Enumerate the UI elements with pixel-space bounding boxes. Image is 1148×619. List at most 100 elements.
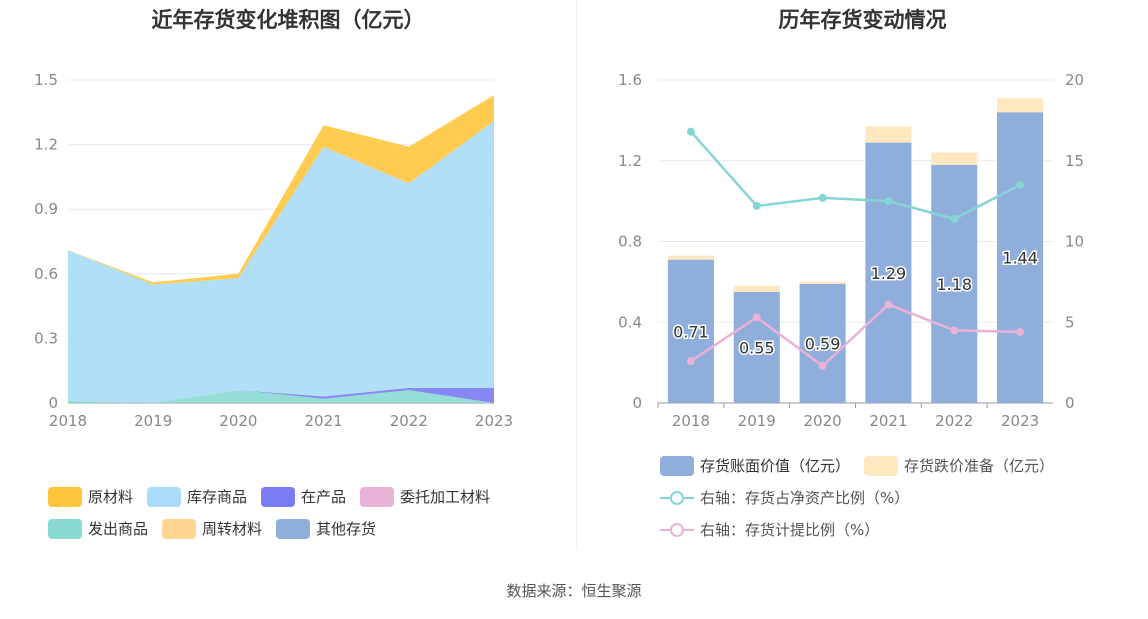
y2-tick-label: 0 [1065,394,1075,412]
legend-item[interactable]: 库存商品 [147,486,247,507]
series-line [689,130,1021,221]
line-point [818,193,827,202]
y-tick-label: 0.3 [34,329,58,347]
legend-item[interactable]: 存货账面价值（亿元） [660,455,850,476]
legend-label: 周转材料 [202,520,263,538]
x-tick-label: 2022 [390,412,428,430]
bar-book-value [997,112,1044,404]
x-tick-label: 2019 [738,412,776,430]
stacked-area-chart: 0 0.3 0.6 0.9 1.2 1.5 2018 2019 2020 2021 2022 2023 [34,71,513,430]
right-chart-panel: 历年存货变动情况 0 0.4 0.8 1.2 1.6 0 5 10 15 20 2018 2019 20… [577,0,1148,560]
line-point [752,201,761,210]
line-point [950,214,959,223]
x-tick-label: 2018 [49,412,87,430]
legend-item[interactable]: 右轴：存货占净资产比例（%） [660,487,909,508]
y-tick-label: 0.4 [618,313,642,331]
legend-swatch [276,518,311,539]
bar-book-value [865,142,912,404]
left-chart-title: 近年存货变化堆积图（亿元） [151,8,425,32]
left-legend-row-1: 原材料 库存商品 在产品 委托加工材料 [48,486,504,507]
line-point [1016,327,1025,336]
legend-swatch [660,488,694,508]
x-tick-label: 2021 [869,412,907,430]
line-point [686,127,695,136]
legend-swatch [48,518,82,539]
y-tick-label: 0.9 [34,200,58,218]
legend-label: 委托加工材料 [400,488,491,506]
y2-tick-label: 15 [1065,152,1084,170]
y-tick-label: 0.6 [34,265,58,283]
area-series [68,387,494,403]
y-tick-label: 1.2 [618,152,642,170]
x-tick-label: 2023 [1001,412,1039,430]
line-point [1016,180,1025,189]
bar-data-label: 0.55 [739,338,775,357]
y-tick-label: 0 [48,394,58,412]
data-source-note: 数据来源：恒生聚源 [506,582,642,600]
left-chart-panel: 近年存货变化堆积图（亿元） 0 0.3 0.6 0.9 1.2 1.5 2018 2019 20… [0,0,576,560]
bar-data-label: 1.44 [1002,249,1038,268]
x-tick-label: 2021 [305,412,343,430]
y-tick-label: 1.6 [618,71,642,89]
right-chart-title: 历年存货变动情况 [778,8,947,32]
x-tick-label: 2020 [803,412,841,430]
bar-impairment [667,255,714,260]
area-series [68,120,494,403]
x-tick-label: 2020 [219,412,257,430]
y2-tick-label: 20 [1065,71,1084,89]
bar-book-value [799,283,846,403]
legend-swatch [660,455,694,476]
y2-tick-label: 10 [1065,233,1084,251]
legend-item[interactable]: 右轴：存货计提比例（%） [660,519,879,540]
bar-data-label: 0.71 [673,322,709,341]
x-tick-label: 2022 [935,412,973,430]
legend-label: 原材料 [88,488,134,506]
legend-swatch [660,520,694,540]
x-tick-label: 2023 [475,412,513,430]
legend-label: 存货跌价准备（亿元） [904,457,1055,475]
legend-item[interactable]: 原材料 [48,486,133,507]
right-legend-row-1: 存货账面价值（亿元） 存货跌价准备（亿元） [660,455,1068,476]
right-legend-row-3: 右轴：存货计提比例（%） [660,519,893,540]
bar-book-value [667,259,714,403]
legend-swatch [162,518,197,539]
legend-item[interactable]: 委托加工材料 [360,486,490,507]
legend-label: 其他存货 [316,520,377,538]
legend-label: 右轴：存货计提比例（%） [700,521,880,539]
bar-impairment [799,281,846,284]
line-point [686,357,695,366]
right-legend-row-2: 右轴：存货占净资产比例（%） [660,487,923,508]
y-tick-label: 0.8 [618,233,642,251]
legend-item[interactable]: 其他存货 [276,518,376,539]
legend-item[interactable]: 发出商品 [48,518,148,539]
line-point [818,361,827,370]
line-point [884,197,893,206]
bar-data-label: 1.18 [936,275,972,294]
legend-label: 发出商品 [88,520,149,538]
legend-swatch [261,486,296,507]
legend-item[interactable]: 在产品 [261,486,346,507]
x-tick-label: 2019 [134,412,172,430]
bar-book-value [733,291,780,403]
bar-impairment [931,152,978,165]
line-point [752,313,761,322]
legend-swatch [864,455,899,476]
area-series [68,95,494,285]
bar-impairment [733,285,780,292]
area-series [68,390,494,403]
bar-data-label: 0.59 [805,334,841,353]
bar-impairment [997,98,1044,113]
line-point [950,326,959,335]
line-point [884,300,893,309]
legend-item[interactable]: 周转材料 [162,518,262,539]
legend-label: 库存商品 [187,488,248,506]
y-tick-label: 1.2 [34,136,58,154]
legend-label: 存货账面价值（亿元） [700,457,851,475]
bar-book-value [931,164,978,403]
legend-swatch [147,486,182,507]
legend-item[interactable]: 存货跌价准备（亿元） [864,455,1054,476]
bar-impairment [865,126,912,143]
x-tick-label: 2018 [672,412,710,430]
y2-tick-label: 5 [1065,313,1075,331]
bar-data-label: 1.29 [871,264,907,283]
